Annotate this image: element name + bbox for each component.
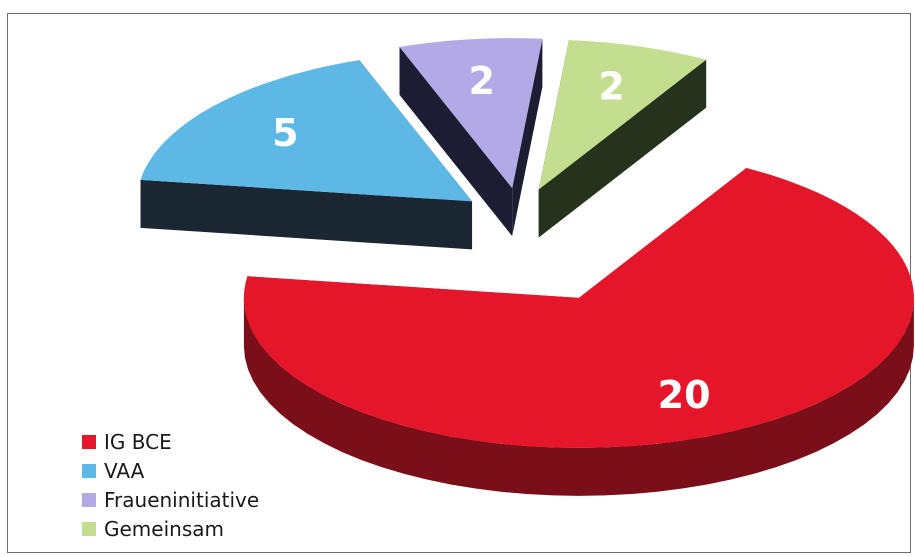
legend-item-ig-bce: IG BCE xyxy=(82,427,259,456)
slice-wall-fraueninitiative-0 xyxy=(399,46,513,237)
slice-ig-bce xyxy=(243,167,914,448)
slice-vaa xyxy=(140,60,473,202)
legend-item-gemeinsam: Gemeinsam xyxy=(82,514,259,543)
slice-gemeinsam xyxy=(538,40,707,190)
data-labels-group: 5 2 2 20 xyxy=(272,59,710,417)
legend-item-fraueninitiative: Fraueninitiative xyxy=(82,485,259,514)
legend-label-fraueninitiative: Fraueninitiative xyxy=(104,487,260,512)
legend-swatch-gemeinsam xyxy=(82,521,96,536)
slice-wall-vaa-0 xyxy=(140,179,473,250)
slice-wall-gemeinsam-1 xyxy=(538,59,707,238)
data-label-ig-bce: 20 xyxy=(658,373,711,417)
data-label-gemeinsam: 2 xyxy=(598,65,624,109)
data-label-vaa: 5 xyxy=(272,111,298,155)
legend-swatch-fraueninitiative xyxy=(82,492,96,507)
legend: IG BCE VAA Fraueninitiative Gemeinsam xyxy=(82,427,259,543)
slice-outer-wall-ig-bce xyxy=(243,297,914,496)
legend-label-gemeinsam: Gemeinsam xyxy=(104,516,224,541)
legend-item-vaa: VAA xyxy=(82,456,259,485)
legend-swatch-vaa xyxy=(82,463,96,478)
legend-swatch-ig-bce xyxy=(82,434,96,449)
slice-wall-fraueninitiative-1 xyxy=(512,38,543,237)
slices-group xyxy=(140,38,914,496)
legend-label-vaa: VAA xyxy=(104,458,145,483)
legend-label-ig-bce: IG BCE xyxy=(104,429,172,454)
data-label-fraueninitiative: 2 xyxy=(469,59,495,103)
slice-fraueninitiative xyxy=(399,38,543,189)
